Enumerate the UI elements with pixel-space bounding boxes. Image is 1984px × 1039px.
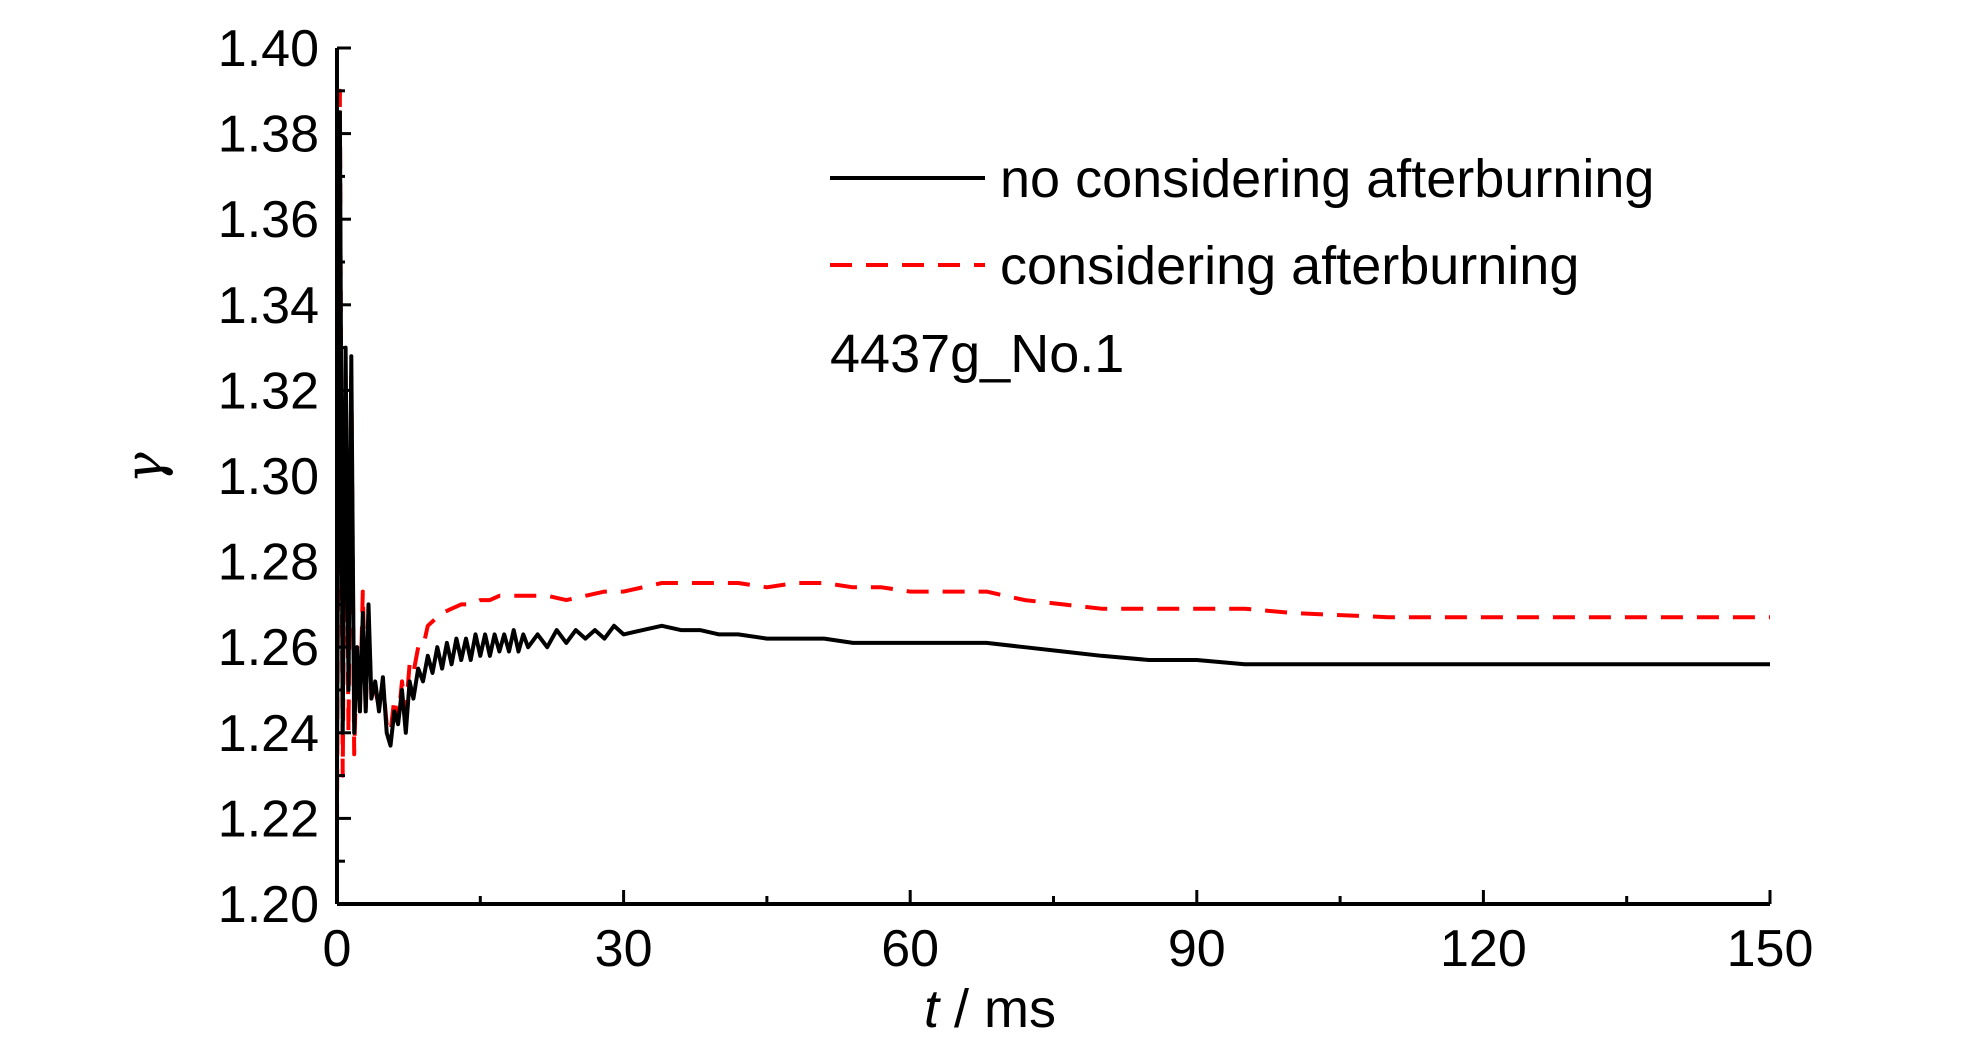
legend-label-no-afterburning: no considering afterburning [1000,149,1654,209]
plot-series-group [335,88,1770,828]
y-tick-label: 1.24 [218,705,319,763]
x-tick-label: 150 [1727,920,1814,978]
legend: no considering afterburning considering … [830,149,1654,296]
y-tick-label: 1.30 [218,448,319,506]
y-tick-label: 1.20 [218,876,319,934]
series-line-no-afterburning [335,110,1770,776]
x-tick-label: 120 [1440,920,1527,978]
x-axis-label: t / ms [924,979,1056,1039]
y-tick-label: 1.28 [218,534,319,592]
y-tick-label: 1.36 [218,191,319,249]
y-tick-label: 1.26 [218,619,319,677]
x-axis-label-unit: / ms [939,979,1056,1039]
y-tick-label: 1.34 [218,277,319,335]
x-axis-label-var: t [924,979,941,1039]
x-tick-label: 30 [595,920,653,978]
y-tick-label: 1.22 [218,790,319,848]
y-tick-label: 1.38 [218,106,319,164]
y-axis-label: γ [115,452,175,484]
ticks-group: 1.20 1.22 1.24 1.26 1.28 1.30 1.32 1.34 1.36 1.38… [218,20,1814,978]
y-tick-label: 1.40 [218,20,319,78]
x-tick-label: 90 [1168,920,1226,978]
x-tick-label: 60 [881,920,939,978]
x-tick-label: 0 [323,920,352,978]
annotation-label: 4437g_No.1 [830,324,1124,384]
series-line-afterburning [335,88,1770,828]
y-tick-label: 1.32 [218,362,319,420]
legend-label-afterburning: considering afterburning [1000,236,1579,296]
